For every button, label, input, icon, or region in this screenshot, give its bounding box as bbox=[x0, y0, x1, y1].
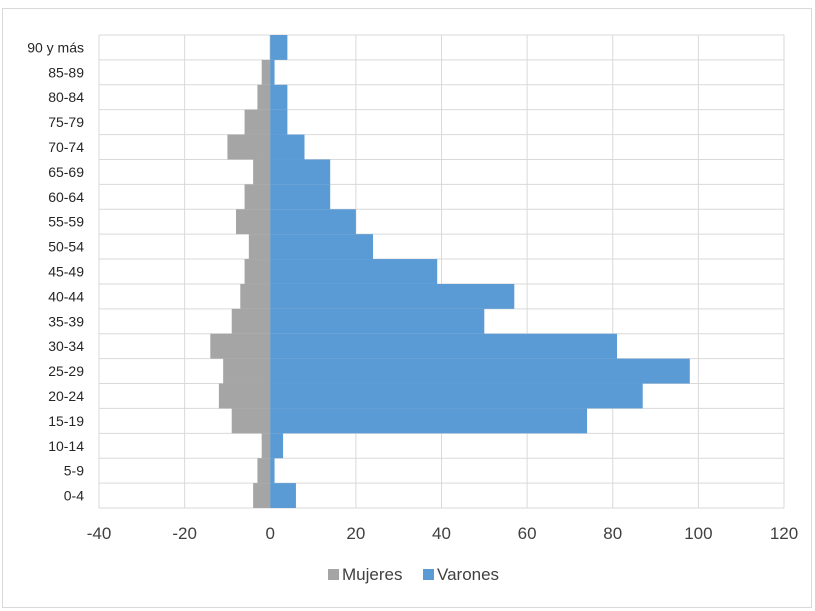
y-tick-label: 30-34 bbox=[48, 338, 84, 354]
y-axis-ticks: 0-4 5-9 10-14 15-19 20-24 25-29 30-34 35-39 40-4… bbox=[27, 39, 84, 503]
x-tick-label: -40 bbox=[87, 524, 112, 543]
legend-swatch-varones bbox=[423, 569, 434, 580]
bar-varones-18 bbox=[270, 35, 288, 60]
bar-mujeres-16 bbox=[257, 84, 271, 110]
bar-varones-2 bbox=[270, 433, 284, 459]
x-tick-label: 120 bbox=[770, 524, 798, 543]
y-tick-label: 5-9 bbox=[64, 463, 84, 479]
bars bbox=[210, 35, 690, 508]
bar-varones-13 bbox=[270, 159, 331, 185]
y-tick-label: 65-69 bbox=[48, 164, 84, 180]
bar-varones-1 bbox=[270, 458, 275, 484]
bar-varones-8 bbox=[270, 283, 515, 309]
y-tick-label: 0-4 bbox=[64, 488, 84, 504]
y-tick-label: 90 y más bbox=[27, 39, 84, 55]
bar-mujeres-13 bbox=[253, 159, 271, 185]
bar-mujeres-3 bbox=[231, 408, 271, 434]
bar-mujeres-10 bbox=[248, 234, 271, 260]
y-tick-label: 60-64 bbox=[48, 189, 84, 205]
y-tick-label: 15-19 bbox=[48, 413, 84, 429]
bar-varones-3 bbox=[270, 408, 588, 434]
x-tick-label: 80 bbox=[603, 524, 622, 543]
bar-varones-10 bbox=[270, 234, 373, 260]
x-tick-label: 0 bbox=[266, 524, 275, 543]
bar-varones-15 bbox=[270, 109, 288, 135]
bar-varones-7 bbox=[270, 308, 485, 334]
legend-label-mujeres: Mujeres bbox=[342, 565, 402, 584]
bar-varones-0 bbox=[270, 483, 296, 508]
bar-varones-11 bbox=[270, 209, 356, 235]
y-tick-label: 50-54 bbox=[48, 239, 84, 255]
bar-mujeres-14 bbox=[227, 134, 271, 160]
bar-mujeres-12 bbox=[244, 184, 271, 210]
x-axis-ticks: -40 -20 0 20 40 60 80 100 120 bbox=[87, 524, 798, 543]
gridlines bbox=[98, 34, 785, 509]
bar-mujeres-2 bbox=[261, 433, 271, 459]
x-tick-label: 20 bbox=[346, 524, 365, 543]
bar-varones-5 bbox=[270, 358, 690, 384]
bar-mujeres-8 bbox=[240, 283, 271, 309]
bar-varones-16 bbox=[270, 84, 288, 110]
bar-mujeres-7 bbox=[231, 308, 271, 334]
bar-mujeres-15 bbox=[244, 109, 271, 135]
x-tick-label: 60 bbox=[518, 524, 537, 543]
y-tick-label: 55-59 bbox=[48, 214, 84, 230]
bar-varones-14 bbox=[270, 134, 305, 160]
y-tick-label: 75-79 bbox=[48, 114, 84, 130]
x-tick-label: -20 bbox=[172, 524, 197, 543]
bar-mujeres-1 bbox=[257, 458, 271, 484]
legend: Mujeres Varones bbox=[328, 565, 499, 584]
y-tick-label: 35-39 bbox=[48, 313, 84, 329]
x-tick-label: 40 bbox=[432, 524, 451, 543]
x-tick-label: 100 bbox=[684, 524, 712, 543]
y-tick-label: 70-74 bbox=[48, 139, 84, 155]
bar-varones-6 bbox=[270, 333, 618, 359]
bar-mujeres-17 bbox=[261, 59, 271, 85]
bar-mujeres-5 bbox=[223, 358, 271, 384]
bar-mujeres-11 bbox=[236, 209, 271, 235]
bar-mujeres-4 bbox=[218, 383, 271, 409]
y-tick-label: 80-84 bbox=[48, 89, 84, 105]
y-tick-label: 40-44 bbox=[48, 288, 84, 304]
bar-mujeres-6 bbox=[210, 333, 271, 359]
bar-mujeres-9 bbox=[244, 259, 271, 284]
y-tick-label: 85-89 bbox=[48, 64, 84, 80]
y-tick-label: 25-29 bbox=[48, 363, 84, 379]
y-tick-label: 45-49 bbox=[48, 264, 84, 280]
bar-varones-12 bbox=[270, 184, 331, 210]
legend-swatch-mujeres bbox=[328, 569, 339, 580]
bar-varones-17 bbox=[270, 59, 275, 85]
bar-varones-4 bbox=[270, 383, 643, 409]
bar-varones-9 bbox=[270, 259, 438, 284]
legend-label-varones: Varones bbox=[437, 565, 499, 584]
y-tick-label: 10-14 bbox=[48, 438, 84, 454]
y-tick-label: 20-24 bbox=[48, 388, 84, 404]
bar-mujeres-0 bbox=[253, 483, 271, 508]
